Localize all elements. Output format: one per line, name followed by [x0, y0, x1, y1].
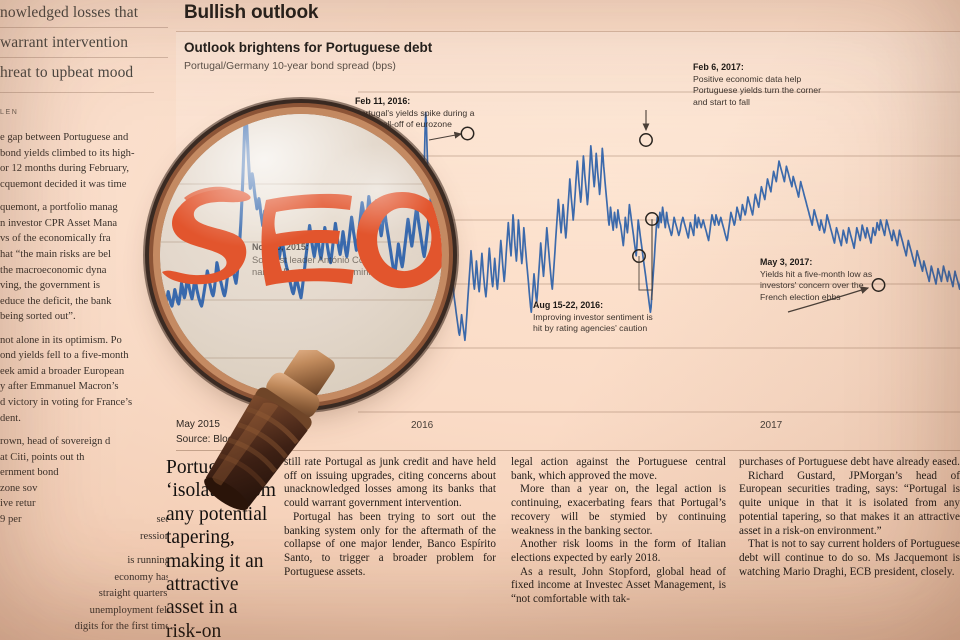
left-paragraph: or 12 months during February,: [0, 163, 130, 175]
left-paragraph: dent.: [0, 412, 21, 424]
article-paragraph: Portugal has been trying to sort out the…: [284, 510, 496, 578]
left-headline-line: hreat to upbeat mood: [0, 64, 134, 81]
x-tick-2017: 2017: [760, 420, 783, 431]
article-paragraph: still rate Portugal as junk credit and h…: [284, 456, 496, 510]
article-column-2: legal action against the Portuguese cent…: [511, 456, 726, 607]
pull-quote: Portugal is ‘isolated from any potential…: [166, 457, 276, 640]
left-paragraph: bond yields climbed to its high-: [0, 147, 135, 159]
headline-rule: [0, 27, 168, 28]
left-paragraph: educe the deficit, the bank: [0, 295, 112, 307]
x-axis-start-label: May 2015: [176, 419, 220, 430]
left-paragraph: ond yields fell to a five-month: [0, 350, 129, 362]
article-paragraph: legal action against the Portuguese cent…: [511, 456, 726, 482]
left-paragraph: d victory in voting for France’s: [0, 397, 133, 408]
left-paragraph: the macroeconomic dyna: [0, 264, 107, 276]
panel-baseline-rule: [176, 450, 960, 451]
chart-footer: May 2015 Source: Bloomberg: [176, 418, 262, 447]
left-paragraph: vs of the economically fra: [0, 233, 111, 245]
left-paragraph: ive retur: [0, 498, 36, 510]
left-paragraph: being sorted out”.: [0, 311, 76, 323]
left-paragraph: cquemont decided it was time: [0, 178, 127, 190]
spread-series-line: [357, 111, 960, 380]
left-paragraph: zone sov: [0, 482, 38, 494]
annotation-text: Portugal's yields spike during a wider s…: [355, 107, 475, 141]
annotation-date: May 3, 2017:: [760, 257, 813, 267]
article-paragraph: Richard Gustard, JPMorgan’s head of Euro…: [739, 469, 960, 537]
left-paragraph: n investor CPR Asset Mana: [0, 217, 118, 229]
left-fragment: unemployment fell: [89, 604, 168, 616]
chart-plot-area: 400 350 300 250 200 150: [357, 91, 960, 413]
chart-title: Outlook brightens for Portuguese debt: [184, 40, 433, 55]
article-paragraph: More than a year on, the legal action is…: [511, 483, 726, 537]
annotation-text: Yields hit a five-month low as investors…: [760, 268, 873, 302]
left-body-text: e gap between Portuguese and bond yields…: [0, 130, 168, 528]
annotation-text: Improving investor sentiment is hit by r…: [533, 311, 653, 334]
left-fragment: see: [156, 514, 168, 525]
headline-rule: [0, 57, 168, 58]
pull-quote-column: Portugal is ‘isolated from any potential…: [166, 456, 276, 640]
annotation-date: Aug 15-22, 2016:: [533, 300, 604, 310]
spread-line-chart: [357, 91, 960, 413]
article-column-1: still rate Portugal as junk credit and h…: [284, 456, 496, 579]
left-fragment: digits for the first time: [74, 621, 168, 633]
left-byline: LEN: [0, 109, 19, 116]
annotation-may-2017: May 3, 2017: Yields hit a five-month low…: [760, 257, 888, 304]
left-paragraph: not alone in its optimism. Po: [0, 334, 122, 346]
left-headline-line: warrant intervention: [0, 34, 129, 51]
annotation-aug-2016: Aug 15-22, 2016: Improving investor sent…: [533, 300, 653, 335]
annotation-date: Feb 11, 2016:: [355, 96, 411, 106]
left-fragment: ression: [139, 530, 168, 542]
left-paragraph: 9 per: [0, 513, 22, 525]
left-paragraph: y after Emmanuel Macron’s: [0, 381, 119, 393]
annotation-date: Feb 6, 2017:: [693, 62, 744, 72]
left-paragraph: at Citi, points out th: [0, 451, 85, 463]
left-paragraph: ving, the government is: [0, 280, 101, 292]
headline-bottom-rule: [0, 92, 154, 93]
article-column-3: purchases of Portuguese debt have alread…: [739, 456, 960, 579]
x-tick-2016: 2016: [411, 420, 434, 431]
panel-kicker: Bullish outlook: [184, 2, 319, 23]
left-fragment: is running: [127, 555, 168, 567]
article-paragraph: As a result, John Stopford, global head …: [511, 565, 726, 606]
left-article-column: nowledged losses that warrant interventi…: [0, 0, 168, 640]
left-paragraph: e gap between Portuguese and: [0, 132, 129, 143]
article-paragraph: purchases of Portuguese debt have alread…: [739, 456, 960, 468]
annotation-feb-2017: Feb 6, 2017: Positive economic data help…: [693, 62, 825, 109]
left-fragment: economy has: [114, 571, 168, 583]
left-bottom-fragments: see ression is running economy has strai…: [0, 512, 168, 640]
left-paragraph: ernment bond: [0, 467, 59, 479]
annotation-text: Positive economic data help Portuguese y…: [693, 73, 821, 107]
annotation-feb-2016: Feb 11, 2016: Portugal's yields spike du…: [355, 96, 475, 143]
left-headline: nowledged losses that warrant interventi…: [0, 2, 168, 84]
left-paragraph: eek amid a broader European: [0, 365, 125, 377]
article-paragraph: That is not to say current holders of Po…: [739, 538, 960, 578]
left-paragraph: hat “the main risks are bel: [0, 248, 111, 260]
left-paragraph: rown, head of sovereign d: [0, 436, 111, 448]
chart-subtitle: Portugal/Germany 10-year bond spread (bp…: [184, 60, 396, 72]
chart-panel: Bullish outlook Outlook brightens for Po…: [168, 0, 960, 452]
chart-source: Source: Bloomberg: [176, 433, 262, 445]
left-fragment: straight quarters,: [98, 588, 168, 600]
article-columns: Portugal is ‘isolated from any potential…: [166, 456, 960, 640]
left-paragraph: quemont, a portfolio manag: [0, 202, 118, 214]
left-headline-line: nowledged losses that: [0, 4, 139, 21]
article-paragraph: Another risk looms in the form of Italia…: [511, 538, 726, 565]
